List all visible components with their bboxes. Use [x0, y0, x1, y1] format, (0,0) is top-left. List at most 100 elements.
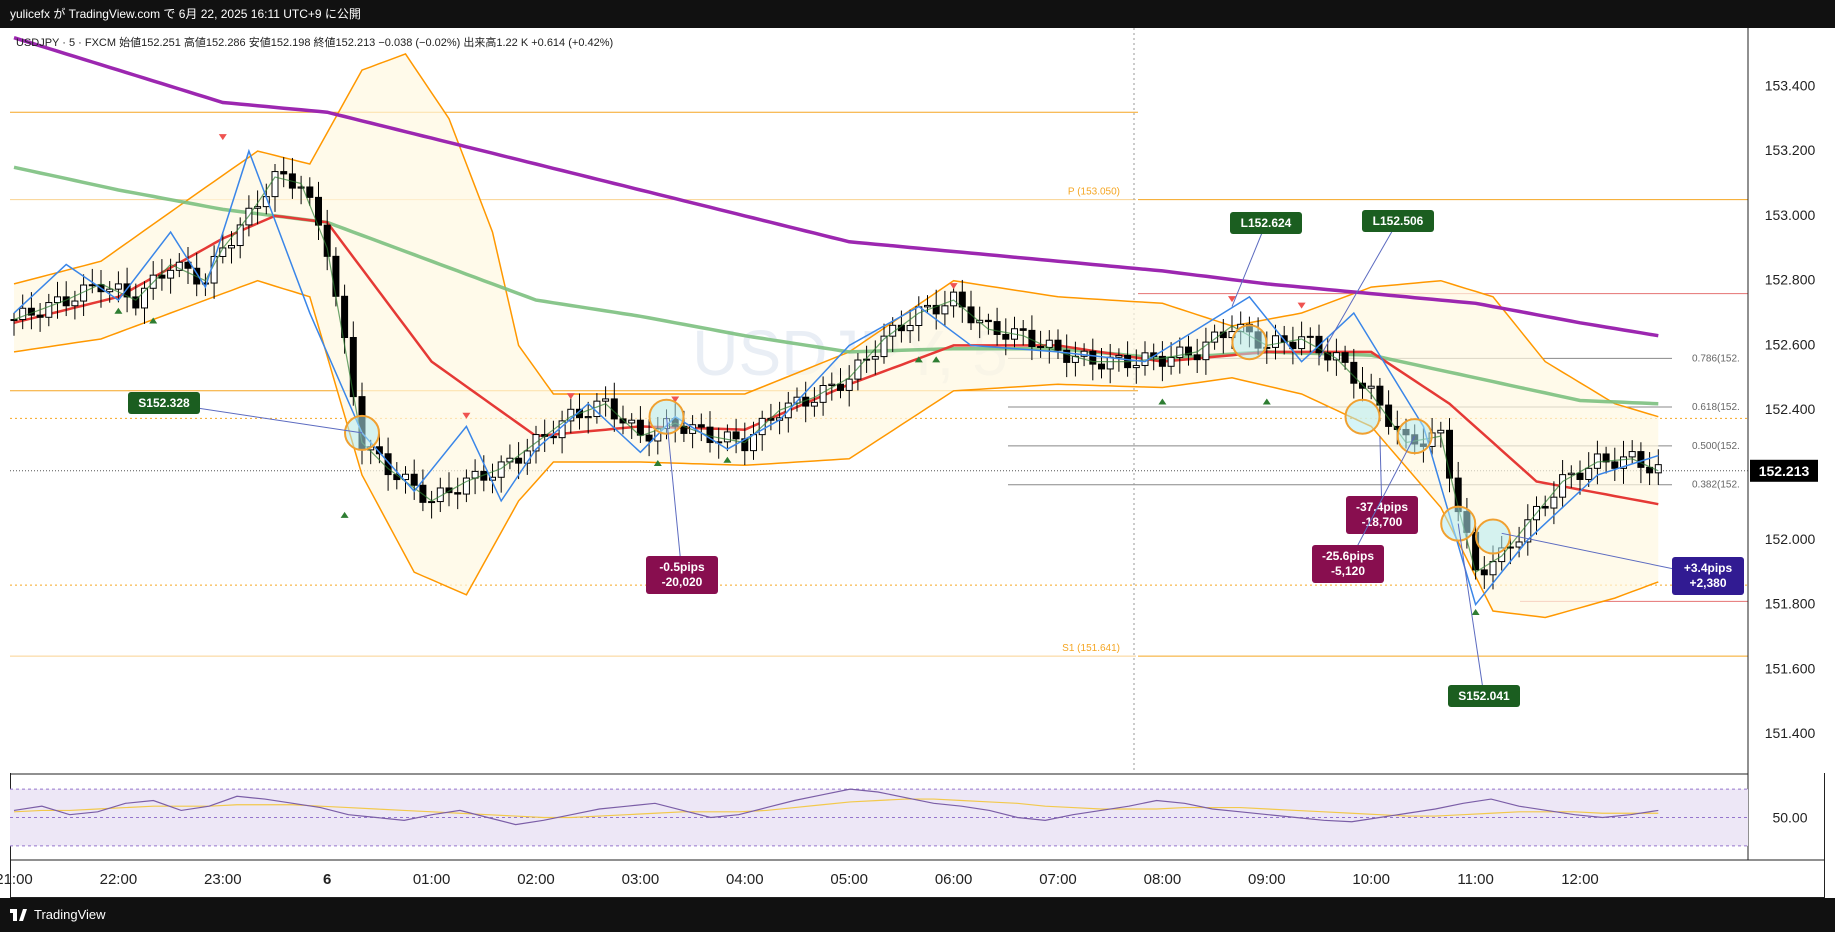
- candle: [1167, 342, 1175, 375]
- candle-body: [1115, 354, 1123, 358]
- rsi-axis-label: 50.00: [1772, 810, 1807, 826]
- candle-body: [1037, 345, 1045, 348]
- time-tick-label: 21:00: [0, 871, 33, 888]
- candle: [306, 177, 314, 206]
- callout-text: +2,380: [1689, 576, 1726, 590]
- callout-text: +3.4pips: [1684, 561, 1733, 575]
- candle: [697, 413, 705, 442]
- price-tick-label: 151.400: [1765, 725, 1816, 741]
- candle: [1193, 338, 1201, 373]
- candle-body: [932, 304, 940, 315]
- candle-body: [167, 269, 175, 279]
- pivot-label: P (153.050): [1068, 187, 1120, 198]
- candle-body: [1176, 346, 1184, 359]
- candle-body: [1289, 341, 1297, 350]
- footer-bar: TradingView: [0, 898, 1835, 932]
- time-axis: 21:00 22:00 23:00 6 01:00 02:00 03:00 04:00 05:0…: [0, 871, 1599, 888]
- candle-body: [1576, 472, 1584, 480]
- candle-body: [1480, 569, 1488, 576]
- candle-body: [1054, 339, 1062, 351]
- candle: [114, 271, 122, 303]
- candle-body: [489, 476, 496, 481]
- candle-body: [132, 296, 140, 309]
- candle-body: [19, 307, 27, 321]
- candle: [489, 463, 496, 494]
- candle-body: [1324, 352, 1332, 361]
- callout-box: [1346, 496, 1418, 534]
- price-tick-label: 153.000: [1765, 207, 1816, 223]
- sell-signal-marker: [218, 134, 227, 141]
- sell-signal-marker: [1228, 296, 1236, 303]
- candle-body: [1506, 546, 1514, 549]
- candle-body: [924, 304, 931, 308]
- pivot-label: S1 (151.641): [1062, 643, 1120, 654]
- candle: [1289, 326, 1297, 365]
- candle-body: [845, 378, 853, 391]
- entry-circle: [1344, 398, 1381, 435]
- candle-body: [1585, 467, 1593, 480]
- candle: [175, 253, 183, 278]
- candle: [1019, 320, 1027, 346]
- candle-body: [950, 291, 958, 307]
- sma-red-line: [13, 214, 1659, 506]
- time-tick-label: 02:00: [517, 871, 555, 888]
- candle-body: [462, 477, 470, 495]
- candle: [1272, 324, 1279, 360]
- candle-body: [1019, 328, 1027, 331]
- callout-box: [1362, 210, 1434, 232]
- candle: [106, 281, 114, 303]
- time-tick-label: 04:00: [726, 871, 764, 888]
- callout-connector: [1231, 222, 1267, 307]
- bb-lower-line: [13, 279, 1659, 619]
- buy-signal-marker: [1158, 398, 1167, 405]
- candle: [1306, 327, 1314, 353]
- price-chart[interactable]: USDJPY, 5P (153.050)S1 (151.641)0.786(15…: [0, 0, 1835, 898]
- brand-name: TradingView: [34, 907, 106, 922]
- candle-body: [810, 401, 818, 407]
- buy-signal-marker: [1262, 398, 1271, 405]
- time-tick-label: 12:00: [1561, 871, 1599, 888]
- candle-body: [645, 434, 653, 442]
- candle: [723, 424, 731, 452]
- candle-body: [454, 492, 462, 495]
- callout-box: [128, 392, 200, 414]
- price-tick-label: 152.400: [1765, 401, 1816, 417]
- candle-body: [271, 171, 279, 198]
- callout-box: [1230, 212, 1302, 234]
- candle-body: [828, 383, 836, 387]
- candle-body: [1611, 461, 1619, 469]
- time-tick-label: 11:00: [1457, 871, 1493, 888]
- sell-signal-marker: [949, 283, 958, 290]
- candle: [375, 433, 383, 464]
- candle-body: [175, 261, 183, 271]
- candle-body: [1446, 429, 1453, 479]
- last-price-label: 152.213: [1759, 463, 1810, 479]
- time-tick-label: 06:00: [935, 871, 973, 888]
- sma-purple-line: [13, 36, 1659, 338]
- candle-body: [1098, 363, 1105, 370]
- candle-body: [984, 319, 992, 323]
- candle-body: [619, 418, 627, 424]
- price-tick-label: 151.600: [1765, 660, 1816, 676]
- fib-label: 0.500(152.: [1692, 441, 1740, 452]
- candle: [402, 466, 409, 494]
- candle-body: [628, 419, 636, 424]
- candle-body: [228, 245, 235, 249]
- candle-body: [636, 419, 644, 436]
- candle-body: [584, 416, 592, 419]
- candle-body: [1185, 346, 1192, 356]
- candle-body: [88, 284, 96, 287]
- candle: [993, 307, 1001, 346]
- tradingview-logo[interactable]: TradingView: [10, 907, 106, 922]
- bb-upper-line: [13, 52, 1659, 418]
- candle: [941, 290, 949, 327]
- callout-text: S152.328: [138, 396, 190, 410]
- candle: [36, 303, 44, 332]
- candle: [1115, 348, 1123, 372]
- candle-body: [1550, 496, 1558, 509]
- time-tick-label: 07:00: [1039, 871, 1077, 888]
- rsi-line: [13, 788, 1659, 826]
- candle-body: [1620, 456, 1627, 469]
- candle-body: [280, 171, 288, 175]
- callout-text: -25.6pips: [1322, 549, 1374, 563]
